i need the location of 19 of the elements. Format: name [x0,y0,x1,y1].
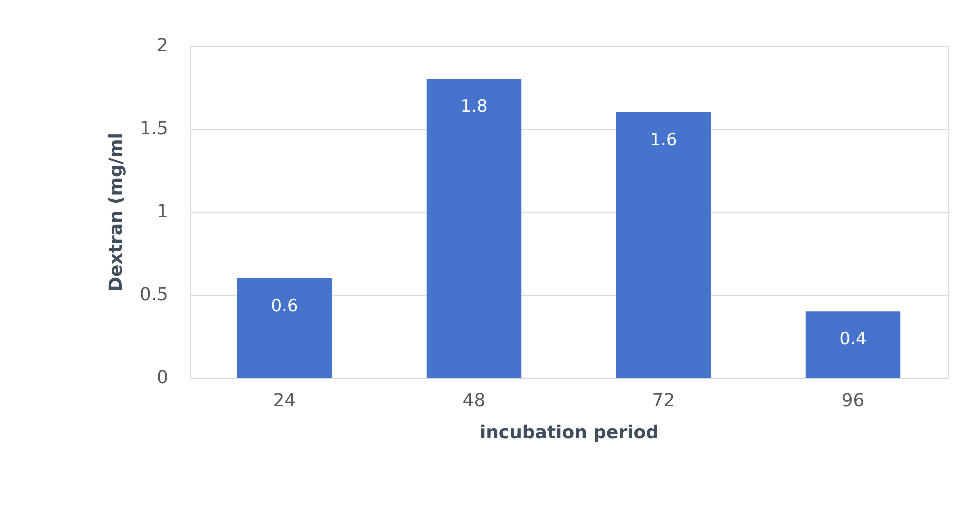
y-axis-title: Dextran (mg/ml [106,133,127,292]
bar [426,79,522,378]
data-label: 0.4 [840,330,867,350]
data-label: 0.6 [271,296,298,316]
x-axis-title: incubation period [480,422,660,444]
y-tick-label: 0 [157,368,168,388]
data-label: 1.8 [460,97,488,118]
x-tick-label: 96 [842,390,865,412]
bar [616,112,712,378]
x-tick-label: 72 [652,390,676,412]
bar [237,278,332,378]
x-tick-label: 24 [273,390,296,412]
y-tick-label: 1.5 [140,118,168,140]
y-tick-label: 1 [157,202,168,222]
y-tick-label: 2 [157,36,168,56]
x-tick-label: 48 [462,390,486,412]
y-tick-label: 0.5 [140,284,168,306]
bar [806,312,901,378]
data-label: 1.6 [650,130,678,150]
